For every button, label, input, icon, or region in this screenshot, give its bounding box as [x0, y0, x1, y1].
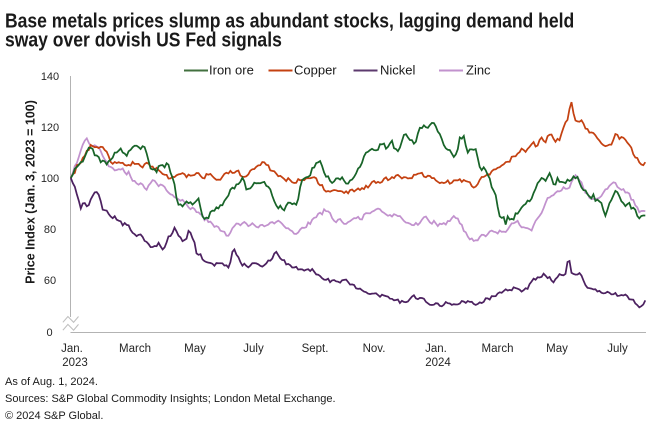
svg-text:May: May: [546, 343, 568, 355]
svg-text:Zinc: Zinc: [466, 63, 491, 78]
svg-text:July: July: [607, 343, 628, 355]
svg-text:2024: 2024: [425, 357, 451, 369]
svg-text:140: 140: [41, 71, 59, 83]
svg-text:0: 0: [46, 327, 52, 339]
svg-text:sway over dovish US Fed signal: sway over dovish US Fed signals: [5, 28, 282, 50]
svg-text:60: 60: [44, 275, 56, 287]
svg-text:Nickel: Nickel: [380, 63, 416, 78]
svg-text:Iron ore: Iron ore: [209, 63, 254, 78]
svg-text:Base metals prices slump as ab: Base metals prices slump as abundant sto…: [5, 9, 574, 31]
svg-text:100: 100: [41, 173, 59, 185]
svg-text:Jan.: Jan.: [61, 343, 83, 355]
svg-text:Nov.: Nov.: [363, 343, 386, 355]
svg-text:May: May: [184, 343, 206, 355]
svg-text:Price Index (Jan. 3, 2023 = 10: Price Index (Jan. 3, 2023 = 100): [24, 100, 38, 284]
svg-text:Copper: Copper: [294, 63, 337, 78]
svg-text:Sources: S&P Global Commodity: Sources: S&P Global Commodity Insights; …: [5, 393, 336, 405]
svg-text:As of Aug. 1, 2024.: As of Aug. 1, 2024.: [5, 376, 98, 388]
svg-text:80: 80: [44, 224, 56, 236]
svg-text:March: March: [482, 343, 514, 355]
svg-text:2023: 2023: [62, 357, 88, 369]
svg-text:March: March: [119, 343, 151, 355]
svg-text:Jan.: Jan.: [425, 343, 447, 355]
svg-text:Sept.: Sept.: [302, 343, 329, 355]
svg-text:© 2024 S&P Global.: © 2024 S&P Global.: [5, 410, 103, 422]
svg-text:120: 120: [41, 122, 59, 134]
svg-text:July: July: [243, 343, 264, 355]
